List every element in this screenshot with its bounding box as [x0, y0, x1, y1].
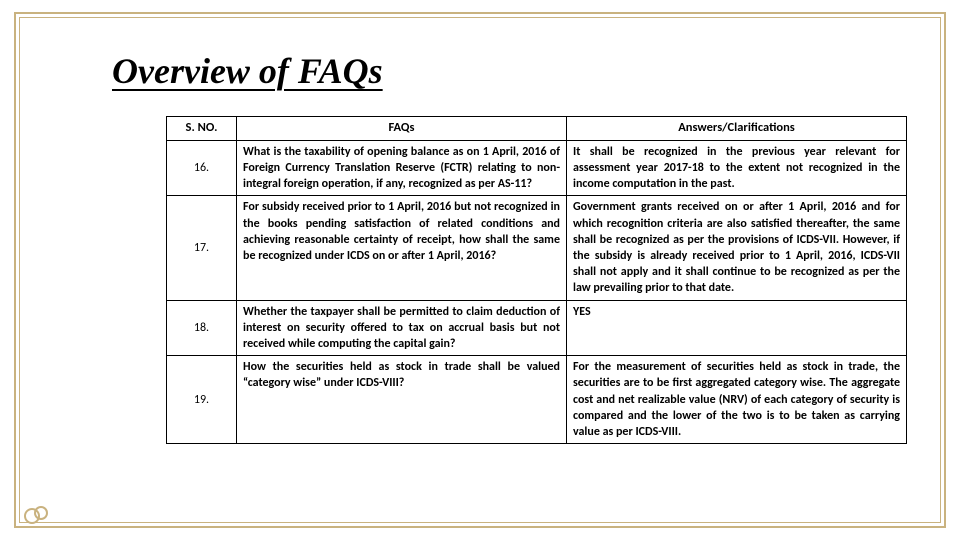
- table-row: 17. For subsidy received prior to 1 Apri…: [167, 196, 907, 300]
- table-row: 18. Whether the taxpayer shall be permit…: [167, 300, 907, 356]
- table-row: 16. What is the taxability of opening ba…: [167, 140, 907, 196]
- cell-sno: 18.: [167, 300, 237, 356]
- page-title: Overview of FAQs: [112, 50, 383, 92]
- col-header-ans: Answers/Clarifications: [567, 117, 907, 141]
- cell-ans: It shall be recognized in the previous y…: [567, 140, 907, 196]
- table-header-row: S. NO. FAQs Answers/Clarifications: [167, 117, 907, 141]
- cell-sno: 17.: [167, 196, 237, 300]
- table-row: 19. How the securities held as stock in …: [167, 356, 907, 444]
- cell-ans: Government grants received on or after 1…: [567, 196, 907, 300]
- col-header-faq: FAQs: [237, 117, 567, 141]
- cell-faq: What is the taxability of opening balanc…: [237, 140, 567, 196]
- cell-sno: 16.: [167, 140, 237, 196]
- cell-ans: For the measurement of securities held a…: [567, 356, 907, 444]
- cell-faq: Whether the taxpayer shall be permitted …: [237, 300, 567, 356]
- corner-decoration: [24, 502, 50, 524]
- cell-faq: For subsidy received prior to 1 April, 2…: [237, 196, 567, 300]
- col-header-sno: S. NO.: [167, 117, 237, 141]
- cell-ans: YES: [567, 300, 907, 356]
- faq-table: S. NO. FAQs Answers/Clarifications 16. W…: [166, 116, 907, 444]
- cell-sno: 19.: [167, 356, 237, 444]
- cell-faq: How the securities held as stock in trad…: [237, 356, 567, 444]
